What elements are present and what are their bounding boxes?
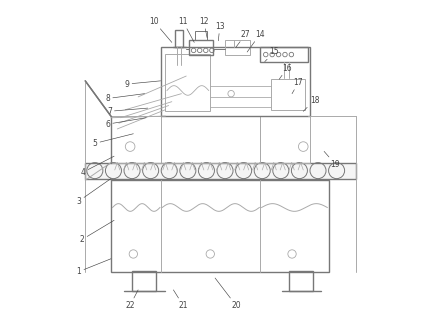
Bar bbox=[260, 116, 310, 163]
Bar bbox=[111, 116, 160, 163]
Bar bbox=[260, 47, 308, 62]
Bar bbox=[85, 163, 356, 179]
Bar bbox=[160, 47, 310, 116]
Text: 13: 13 bbox=[215, 22, 225, 41]
Text: 8: 8 bbox=[105, 94, 144, 103]
Text: 10: 10 bbox=[149, 17, 172, 43]
Bar bbox=[132, 271, 156, 291]
Text: 21: 21 bbox=[173, 290, 188, 310]
Bar bbox=[111, 180, 329, 272]
Bar bbox=[271, 79, 305, 110]
Bar bbox=[165, 53, 210, 111]
Bar bbox=[225, 40, 250, 55]
Text: 19: 19 bbox=[324, 151, 340, 169]
Text: 7: 7 bbox=[107, 107, 148, 116]
Bar bbox=[289, 271, 313, 291]
Text: 22: 22 bbox=[125, 290, 138, 310]
Text: 14: 14 bbox=[247, 30, 265, 52]
Text: 18: 18 bbox=[303, 96, 319, 111]
Text: 1: 1 bbox=[77, 259, 111, 276]
Text: 9: 9 bbox=[124, 80, 160, 89]
Text: 16: 16 bbox=[279, 63, 292, 79]
Text: 4: 4 bbox=[81, 156, 114, 177]
Bar bbox=[195, 31, 207, 40]
Text: 12: 12 bbox=[199, 17, 209, 38]
Bar bbox=[190, 40, 214, 55]
Text: 20: 20 bbox=[215, 278, 241, 310]
Text: 11: 11 bbox=[178, 17, 194, 43]
Bar bbox=[175, 30, 183, 47]
Bar bbox=[160, 116, 260, 163]
Text: 15: 15 bbox=[265, 47, 279, 62]
Text: 5: 5 bbox=[93, 134, 133, 148]
Text: 27: 27 bbox=[236, 30, 250, 47]
Text: 3: 3 bbox=[76, 179, 111, 205]
Text: 6: 6 bbox=[105, 118, 146, 128]
Text: 2: 2 bbox=[80, 220, 114, 244]
Text: 17: 17 bbox=[292, 78, 303, 94]
